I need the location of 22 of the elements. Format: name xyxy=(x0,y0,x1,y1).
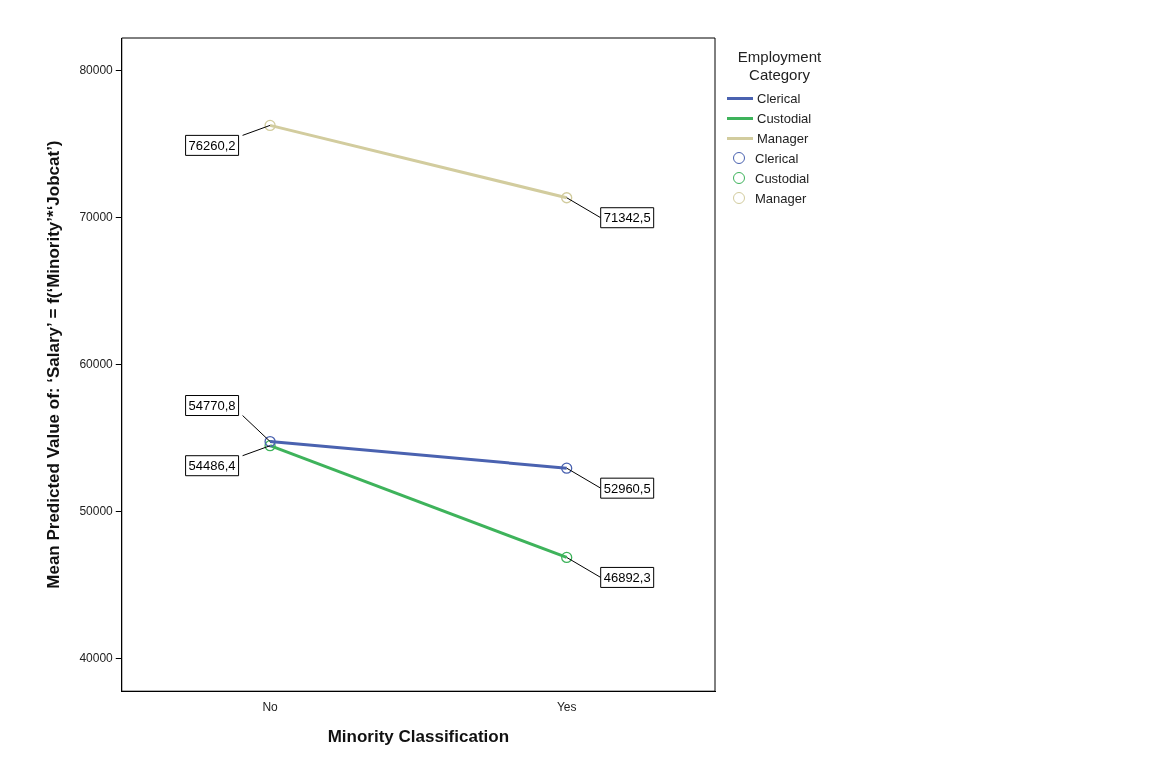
y-axis-title: Mean Predicted Value of: ‘Salary’ = f(‘Minority’*‘Jobcat’) xyxy=(43,140,63,589)
y-tick-label: 50000 xyxy=(79,504,114,519)
y-tick-label: 80000 xyxy=(79,62,114,77)
data-label: 46892,3 xyxy=(603,570,651,586)
x-tick-label: No xyxy=(262,699,279,714)
data-label: 52960,5 xyxy=(603,480,651,496)
legend-title: Employment Category xyxy=(736,48,823,84)
legend-label: Custodial xyxy=(755,170,810,186)
legend-label: Manager xyxy=(755,190,807,206)
data-label: 54770,8 xyxy=(188,398,236,414)
data-label: 71342,5 xyxy=(603,210,651,226)
text: Manager xyxy=(757,130,809,146)
legend-label: Clerical xyxy=(755,150,799,166)
data-label: 54486,4 xyxy=(188,458,236,474)
y-tick-label: 40000 xyxy=(79,651,114,666)
data-label: 76260,2 xyxy=(188,137,236,153)
y-tick-label: 70000 xyxy=(79,209,114,224)
text: Clerical xyxy=(757,90,801,106)
x-axis-title: Minority Classification xyxy=(327,727,510,747)
text: Custodial xyxy=(757,110,812,126)
x-tick-label: Yes xyxy=(556,699,577,714)
y-tick-label: 60000 xyxy=(79,356,114,371)
